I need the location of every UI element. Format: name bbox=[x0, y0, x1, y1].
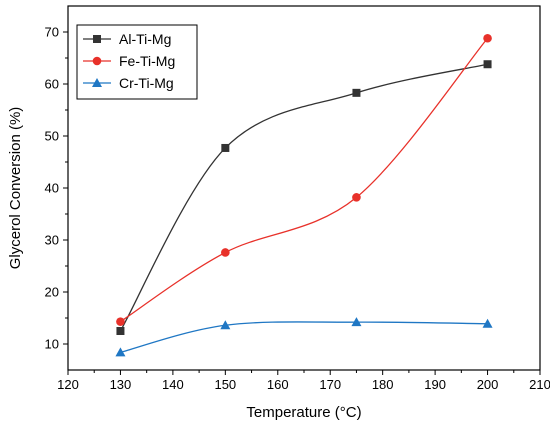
data-point bbox=[116, 327, 125, 335]
x-axis-title: Temperature (°C) bbox=[246, 404, 361, 421]
legend-marker bbox=[92, 78, 102, 87]
data-point bbox=[221, 143, 230, 152]
legend-item: Cr-Ti-Mg bbox=[83, 75, 174, 91]
series-cr-ti-mg bbox=[115, 317, 493, 357]
series-line bbox=[120, 37, 489, 323]
series-fe-ti-mg bbox=[116, 33, 492, 326]
x-tick-label: 170 bbox=[319, 377, 341, 392]
x-tick-label: 200 bbox=[477, 377, 499, 392]
series-al-ti-mg bbox=[116, 60, 492, 335]
y-tick-label: 20 bbox=[45, 285, 59, 300]
x-tick-label: 180 bbox=[372, 377, 394, 392]
y-tick-label: 10 bbox=[45, 337, 59, 352]
legend-item: Fe-Ti-Mg bbox=[83, 53, 175, 69]
data-point bbox=[221, 248, 230, 257]
y-tick-label: 40 bbox=[45, 181, 59, 196]
series-line bbox=[120, 321, 488, 353]
legend-marker bbox=[93, 35, 101, 43]
data-point bbox=[220, 320, 231, 330]
data-point bbox=[352, 88, 361, 97]
x-tick-label: 150 bbox=[214, 377, 236, 392]
legend: Al-Ti-Mg Fe-Ti-Mg Cr-Ti-Mg bbox=[76, 24, 198, 100]
data-point bbox=[482, 318, 493, 328]
legend-marker bbox=[92, 56, 102, 66]
data-point bbox=[483, 33, 492, 43]
x-tick-label: 190 bbox=[424, 377, 446, 392]
data-point bbox=[352, 193, 361, 202]
legend-item: Al-Ti-Mg bbox=[83, 31, 171, 47]
y-tick-label: 60 bbox=[45, 77, 59, 92]
series-layer bbox=[115, 33, 493, 357]
data-point bbox=[115, 347, 126, 357]
y-tick-label: 50 bbox=[45, 129, 59, 144]
data-point bbox=[483, 60, 492, 69]
data-point bbox=[351, 317, 362, 327]
data-point bbox=[116, 317, 125, 326]
x-tick-label: 210 bbox=[529, 377, 550, 392]
y-tick-label: 70 bbox=[45, 25, 59, 40]
x-tick-label: 140 bbox=[162, 377, 184, 392]
x-tick-label: 120 bbox=[57, 377, 79, 392]
x-tick-label: 130 bbox=[110, 377, 132, 392]
y-axis-title: Glycerol Conversion (%) bbox=[7, 107, 24, 270]
legend-label: Al-Ti-Mg bbox=[119, 31, 171, 47]
legend-label: Fe-Ti-Mg bbox=[119, 53, 175, 69]
x-axis-ticks: 120 130 140 150 160 170 180 190 200 210 bbox=[57, 370, 550, 392]
y-axis-ticks: 10 20 30 40 50 60 70 bbox=[45, 25, 68, 352]
y-tick-label: 30 bbox=[45, 233, 59, 248]
legend-label: Cr-Ti-Mg bbox=[119, 75, 174, 91]
x-tick-label: 160 bbox=[267, 377, 289, 392]
series-line bbox=[119, 63, 488, 332]
